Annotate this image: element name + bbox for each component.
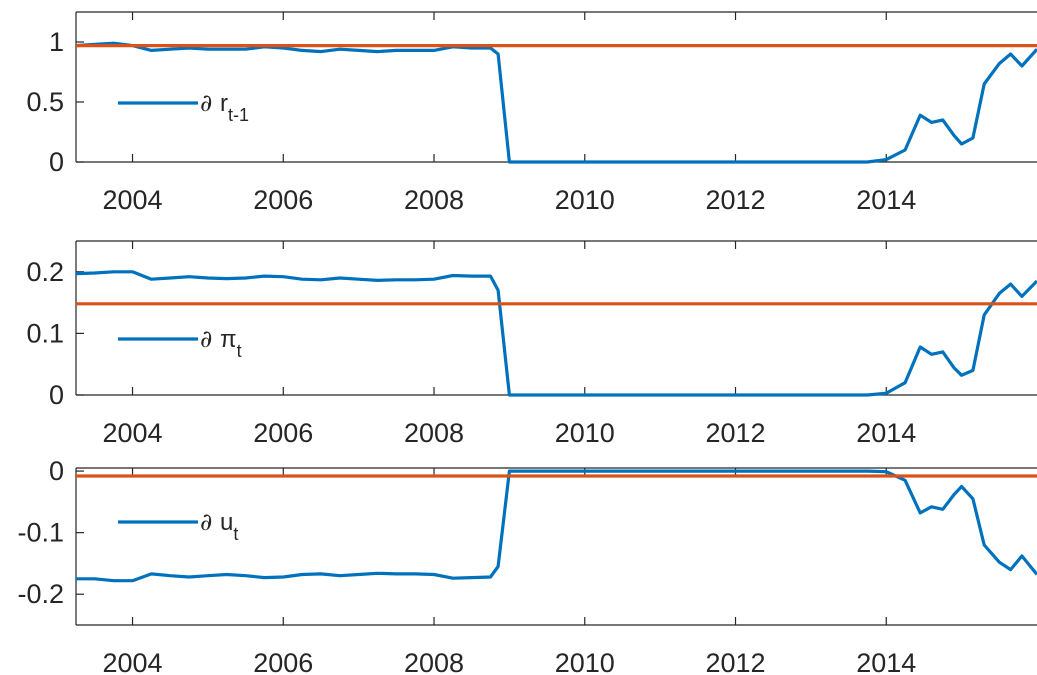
x-tick-label-u: 2014: [856, 648, 916, 675]
x-tick-label-u: 2008: [404, 648, 464, 675]
x-tick-label-r: 2006: [253, 185, 313, 215]
x-tick-label-u: 2006: [253, 648, 313, 675]
x-tick-label-pi: 2004: [102, 418, 162, 448]
y-tick-label-u: -0.2: [17, 579, 64, 609]
x-tick-label-r: 2008: [404, 185, 464, 215]
x-tick-label-pi: 2006: [253, 418, 313, 448]
legend-subscript: t: [233, 524, 238, 544]
legend-partial-symbol: ∂: [200, 89, 220, 117]
y-tick-label-u: 0: [49, 456, 64, 486]
legend-partial-symbol: ∂: [200, 508, 220, 536]
legend-label-r: ∂ rt-1: [200, 89, 249, 125]
series-line-r: [76, 41, 1037, 164]
y-tick-label-r: 0.5: [26, 87, 64, 117]
legend-variable: π: [220, 326, 237, 353]
legend-subscript: t: [237, 341, 242, 361]
y-tick-label-pi: 0.2: [26, 257, 64, 287]
x-tick-label-r: 2010: [555, 185, 615, 215]
x-tick-label-u: 2004: [102, 648, 162, 675]
panel-pi: 2004 2006 2008 2010 2012 2014 0 0.1 0.2 ∂ πt: [26, 240, 1037, 448]
x-tick-label-pi: 2014: [856, 418, 916, 448]
x-tick-label-u: 2012: [705, 648, 765, 675]
x-tick-label-r: 2014: [856, 185, 916, 215]
y-tick-label-u: -0.1: [17, 518, 64, 548]
y-tick-label-r: 1: [49, 27, 64, 57]
x-tick-label-pi: 2010: [555, 418, 615, 448]
y-tick-label-pi: 0: [49, 380, 64, 410]
series-line-pi: [76, 270, 1037, 397]
panel-u: 2004 2006 2008 2010 2012 2014 -0.2 -0.1 0 ∂ ut: [17, 456, 1037, 675]
legend-label-pi: ∂ πt: [200, 325, 242, 361]
panel-r: 2004 2006 2008 2010 2012 2014 0 0.5 1 ∂ rt-1: [26, 11, 1037, 215]
legend-variable: u: [220, 509, 233, 536]
legend-partial-symbol: ∂: [200, 325, 220, 353]
legend-subscript: t-1: [228, 105, 249, 125]
y-tick-label-pi: 0.1: [26, 318, 64, 348]
x-tick-label-r: 2004: [102, 185, 162, 215]
legend-label-u: ∂ ut: [200, 508, 238, 544]
x-tick-label-r: 2012: [705, 185, 765, 215]
x-tick-label-pi: 2008: [404, 418, 464, 448]
series-line-u: [76, 469, 1037, 583]
x-tick-label-pi: 2012: [705, 418, 765, 448]
y-tick-label-r: 0: [49, 147, 64, 177]
x-tick-label-u: 2010: [555, 648, 615, 675]
legend-variable: r: [220, 90, 228, 117]
